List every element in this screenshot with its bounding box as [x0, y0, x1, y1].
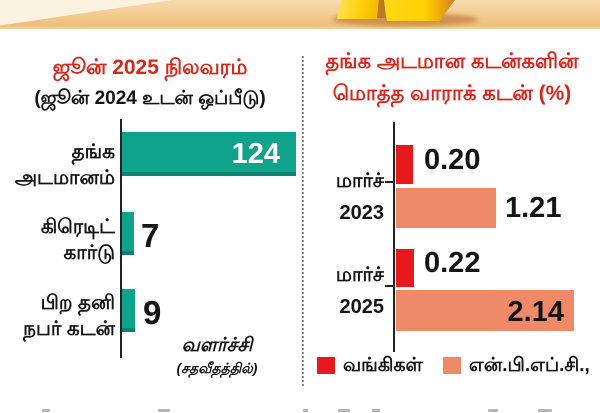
cropped-caption-mark — [538, 409, 552, 412]
left-chart-unit-note-line2: (சதவீதத்தில்) — [176, 360, 258, 376]
gold-ingot-left — [337, 0, 382, 19]
left-chart-unit-note-line1: வளர்ச்சி — [181, 335, 253, 356]
left-chart-axis — [120, 119, 122, 358]
gold-ingot-gap — [377, 0, 386, 18]
bar-nbfc-2025 — [396, 290, 574, 331]
photo-background-wedge — [0, 0, 172, 26]
legend-swatch-banks — [317, 357, 335, 374]
cropped-caption-mark — [158, 409, 170, 412]
value-credit-card: 7 — [141, 217, 160, 254]
bar-banks-2023 — [396, 145, 413, 184]
legend-swatch-nbfc — [443, 357, 461, 374]
left-chart-title: ஜூன் 2025 நிலவரம் — [52, 56, 248, 79]
panel-divider — [302, 56, 304, 386]
group-label-march-2025-line1: மார்ச் — [335, 264, 384, 286]
axis-tick-2023 — [385, 181, 393, 183]
category-label-gold-loan: தங்க அடமானம் — [0, 139, 115, 191]
cropped-caption-mark — [338, 409, 350, 412]
category-label-credit-card: கிரெடிட் கார்டு — [0, 214, 115, 266]
bar-credit-card — [122, 212, 134, 255]
category-label-other-personal-loan: பிற தனி நபர் கடன் — [0, 290, 115, 342]
group-label-march-2023-line1: மார்ச் — [335, 170, 384, 192]
value-nbfc-2025: 2.14 — [507, 296, 564, 328]
gold-bars-photo — [0, 0, 600, 29]
cropped-caption-mark — [303, 409, 308, 412]
bar-nbfc-2023 — [396, 188, 497, 228]
bar-other-personal-loan — [122, 289, 135, 332]
category-label-line: பிற தனி — [40, 292, 115, 314]
cropped-caption-mark — [42, 409, 50, 412]
category-label-line: கிரெடிட் — [40, 216, 115, 238]
left-chart-subtitle: (ஜூன் 2024 உடன் ஒப்பீடு) — [34, 88, 266, 109]
bar-gold-loan — [122, 132, 296, 176]
legend-label-banks: வங்கிகள் — [343, 355, 423, 376]
value-banks-2025: 0.22 — [424, 247, 481, 279]
axis-tick-2025 — [385, 285, 393, 287]
group-label-march-2023-line2: 2023 — [339, 202, 385, 224]
gold-ingot-right — [384, 0, 455, 21]
value-gold-loan: 124 — [231, 138, 280, 170]
value-other-personal-loan: 9 — [143, 294, 162, 331]
right-chart-title-line2: மொத்த வாராக் கடன் (%) — [332, 82, 572, 105]
category-label-line: தங்க — [71, 141, 115, 163]
legend-label-nbfc: என்.பி.எப்.சி., — [469, 355, 590, 376]
value-nbfc-2023: 1.21 — [505, 192, 562, 224]
bar-banks-2025 — [396, 249, 415, 287]
category-label-line: கார்டு — [63, 242, 115, 264]
right-chart-title-line1: தங்க அடமான கடன்களின் — [325, 50, 579, 73]
category-label-line: அடமானம் — [14, 167, 115, 189]
value-banks-2023: 0.20 — [424, 144, 481, 176]
cropped-caption-mark — [488, 409, 498, 412]
group-label-march-2025-line2: 2025 — [339, 296, 385, 318]
cropped-caption-mark — [372, 409, 380, 412]
right-chart-axis — [393, 122, 395, 352]
category-label-line: நபர் கடன் — [23, 318, 115, 340]
